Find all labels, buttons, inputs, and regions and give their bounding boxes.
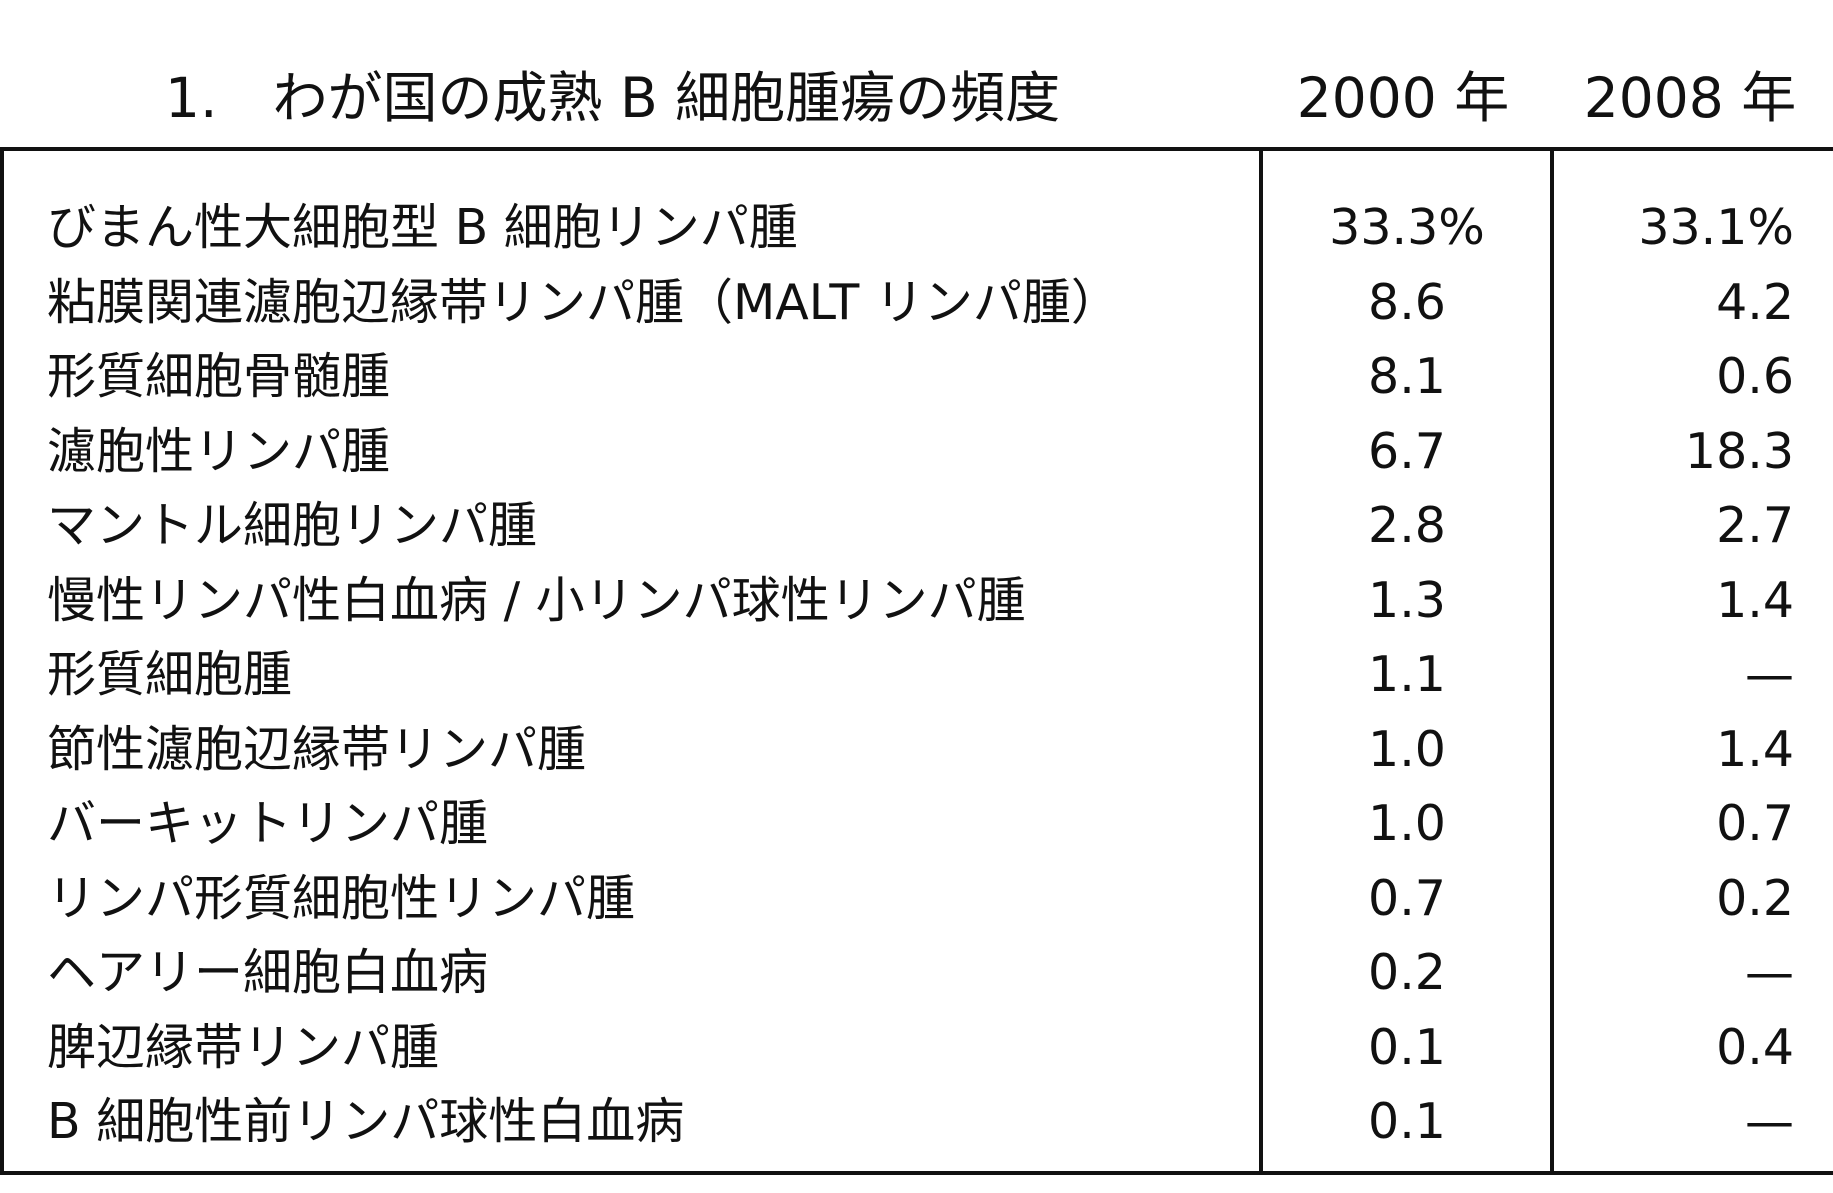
table-row: 濾胞性リンパ腫 6.7 18.3 bbox=[4, 415, 1833, 490]
data-table: びまん性大細胞型 B 細胞リンパ腫 33.3% 33.1% 粘膜関連濾胞辺縁帯リ… bbox=[0, 147, 1833, 1175]
row-name: 慢性リンパ性白血病 / 小リンパ球性リンパ腫 bbox=[47, 571, 1026, 629]
row-value-2000: 6.7 bbox=[1368, 422, 1446, 480]
row-value-2000: 1.1 bbox=[1368, 646, 1446, 703]
row-value-2000: 0.2 bbox=[1368, 944, 1446, 1001]
row-name: びまん性大細胞型 B 細胞リンパ腫 bbox=[47, 199, 798, 256]
table-body: びまん性大細胞型 B 細胞リンパ腫 33.3% 33.1% 粘膜関連濾胞辺縁帯リ… bbox=[4, 191, 1833, 1160]
table-row: 節性濾胞辺縁帯リンパ腫 1.0 1.4 bbox=[4, 713, 1833, 788]
table-row: 形質細胞腫 1.1 — bbox=[4, 638, 1833, 713]
table-row: バーキットリンパ腫 1.0 0.7 bbox=[4, 787, 1833, 862]
row-value-2008: 0.4 bbox=[1716, 1018, 1794, 1076]
table-row: びまん性大細胞型 B 細胞リンパ腫 33.3% 33.1% bbox=[4, 191, 1833, 266]
row-name: 形質細胞腫 bbox=[47, 646, 293, 703]
table-header: 1. わが国の成熟 B 細胞腫瘍の頻度 2000 年 2008 年 bbox=[0, 58, 1833, 138]
row-value-2008: — bbox=[1745, 1093, 1794, 1150]
row-value-2000: 8.6 bbox=[1368, 273, 1446, 331]
row-value-2008: 4.2 bbox=[1716, 273, 1794, 331]
row-value-2000: 1.0 bbox=[1368, 795, 1446, 852]
row-value-2008: 0.2 bbox=[1716, 869, 1794, 927]
table-row: ヘアリー細胞白血病 0.2 — bbox=[4, 936, 1833, 1011]
column-divider-2000 bbox=[1259, 151, 1263, 1171]
row-value-2008: 33.1% bbox=[1638, 199, 1794, 256]
table-row: リンパ形質細胞性リンパ腫 0.7 0.2 bbox=[4, 862, 1833, 937]
row-name: 節性濾胞辺縁帯リンパ腫 bbox=[47, 720, 587, 778]
table-row: 形質細胞骨髄腫 8.1 0.6 bbox=[4, 340, 1833, 415]
table-row: 慢性リンパ性白血病 / 小リンパ球性リンパ腫 1.3 1.4 bbox=[4, 564, 1833, 639]
row-value-2000: 2.8 bbox=[1368, 497, 1446, 554]
row-value-2008: 0.6 bbox=[1716, 348, 1794, 405]
row-name: B 細胞性前リンパ球性白血病 bbox=[47, 1093, 685, 1150]
row-value-2000: 33.3% bbox=[1329, 199, 1485, 256]
row-name: ヘアリー細胞白血病 bbox=[47, 944, 489, 1001]
table-title: 1. わが国の成熟 B 細胞腫瘍の頻度 bbox=[165, 66, 1061, 130]
row-name: バーキットリンパ腫 bbox=[47, 795, 489, 852]
column-header-2000: 2000 年 bbox=[1296, 66, 1510, 130]
row-name: 粘膜関連濾胞辺縁帯リンパ腫（MALT リンパ腫） bbox=[47, 273, 1120, 331]
table-row: マントル細胞リンパ腫 2.8 2.7 bbox=[4, 489, 1833, 564]
row-value-2000: 8.1 bbox=[1368, 348, 1446, 405]
row-value-2000: 0.1 bbox=[1368, 1093, 1446, 1150]
row-name: 脾辺縁帯リンパ腫 bbox=[47, 1018, 440, 1076]
row-name: リンパ形質細胞性リンパ腫 bbox=[47, 869, 636, 927]
row-name: 形質細胞骨髄腫 bbox=[47, 348, 391, 405]
row-value-2000: 0.1 bbox=[1368, 1018, 1446, 1076]
row-value-2008: 1.4 bbox=[1716, 720, 1794, 778]
row-value-2008: 1.4 bbox=[1716, 571, 1794, 629]
row-value-2008: — bbox=[1745, 944, 1794, 1001]
row-value-2008: 18.3 bbox=[1684, 422, 1794, 480]
row-name: マントル細胞リンパ腫 bbox=[47, 497, 538, 554]
row-name: 濾胞性リンパ腫 bbox=[47, 422, 391, 480]
row-value-2000: 0.7 bbox=[1368, 869, 1446, 927]
column-divider-2008 bbox=[1550, 151, 1554, 1171]
row-value-2000: 1.3 bbox=[1368, 571, 1446, 629]
table-row: B 細胞性前リンパ球性白血病 0.1 — bbox=[4, 1085, 1833, 1160]
row-value-2008: 2.7 bbox=[1716, 497, 1794, 554]
row-value-2000: 1.0 bbox=[1368, 720, 1446, 778]
table-row: 粘膜関連濾胞辺縁帯リンパ腫（MALT リンパ腫） 8.6 4.2 bbox=[4, 266, 1833, 341]
row-value-2008: — bbox=[1745, 646, 1794, 703]
column-header-2008: 2008 年 bbox=[1583, 66, 1797, 130]
table-row: 脾辺縁帯リンパ腫 0.1 0.4 bbox=[4, 1011, 1833, 1086]
row-value-2008: 0.7 bbox=[1716, 795, 1794, 852]
